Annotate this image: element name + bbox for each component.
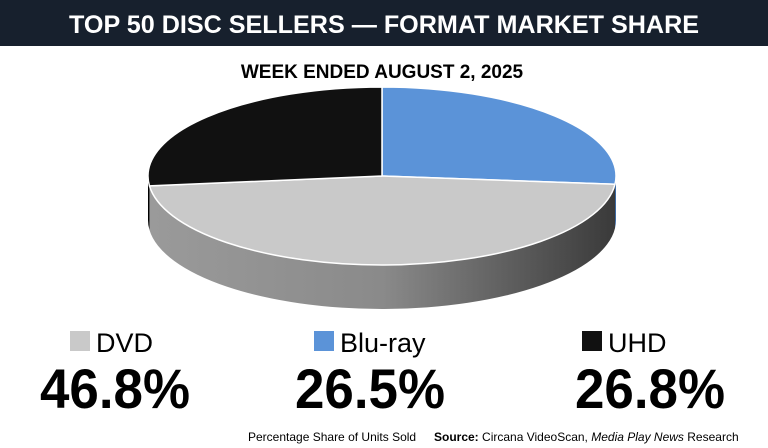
pie-slice bbox=[381, 86, 617, 185]
source-text: Circana VideoScan, bbox=[482, 430, 588, 444]
pie-side bbox=[148, 176, 150, 230]
source-label: Source: bbox=[434, 430, 479, 444]
value-label: 26.5% bbox=[295, 357, 445, 420]
value-label: 46.8% bbox=[40, 357, 190, 420]
pie-side bbox=[614, 176, 616, 229]
value-label: 26.8% bbox=[575, 357, 725, 420]
legend-swatch bbox=[70, 331, 90, 351]
pie-side bbox=[149, 184, 615, 309]
title-bar bbox=[0, 0, 768, 46]
legend-label: UHD bbox=[608, 328, 667, 358]
chart-title: TOP 50 DISC SELLERS — FORMAT MARKET SHAR… bbox=[69, 11, 699, 39]
pie-slice bbox=[147, 86, 383, 187]
legend-swatch bbox=[582, 331, 602, 351]
chart-subtitle: WEEK ENDED AUGUST 2, 2025 bbox=[241, 62, 524, 83]
source-suffix: Research bbox=[687, 430, 738, 444]
legend-swatch bbox=[314, 331, 334, 351]
footnote: Percentage Share of Units Sold bbox=[248, 430, 416, 444]
pie-slice bbox=[148, 175, 616, 266]
source: Source: Circana VideoScan, Media Play Ne… bbox=[434, 430, 739, 444]
source-publication: Media Play News bbox=[591, 430, 684, 444]
legend-label: DVD bbox=[96, 328, 153, 358]
pie bbox=[147, 86, 617, 309]
legend-label: Blu-ray bbox=[340, 328, 426, 358]
